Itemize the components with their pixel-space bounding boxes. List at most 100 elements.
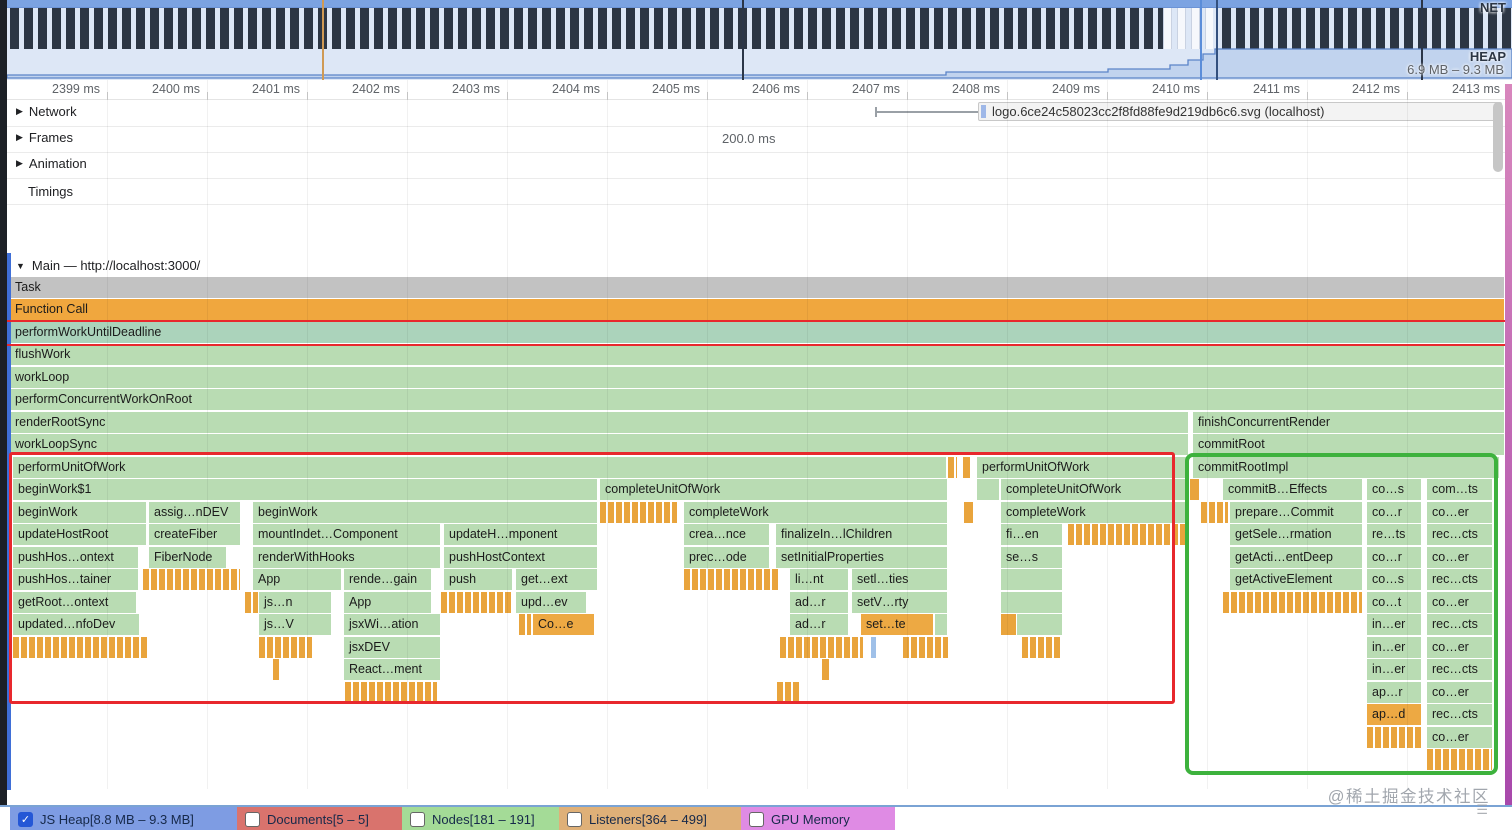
flame-block-prec-ode[interactable]: prec…ode [684, 547, 769, 568]
flame-block-in-er[interactable]: in…er [1367, 614, 1421, 635]
flame-activity-bars[interactable] [1427, 749, 1492, 770]
flame-block-co-er[interactable]: co…er [1427, 682, 1492, 703]
flame-block-js-v[interactable]: js…V [259, 614, 331, 635]
flame-activity-bars[interactable] [519, 614, 531, 635]
flame-block-crea-nce[interactable]: crea…nce [684, 524, 769, 545]
flame-block-jsxdev[interactable]: jsxDEV [344, 637, 440, 658]
flame-block-getsele-rmation[interactable]: getSele…rmation [1230, 524, 1362, 545]
flame-activity-bars[interactable] [963, 457, 970, 478]
flame-block-mountindet-component[interactable]: mountIndet…Component [253, 524, 440, 545]
flame-block-commitrootimpl[interactable]: commitRootImpl [1193, 457, 1499, 478]
flame-block-app[interactable]: App [344, 592, 431, 613]
vertical-scrollbar-thumb[interactable] [1493, 102, 1503, 172]
flame-block-li-nt[interactable]: li…nt [790, 569, 848, 590]
flame-activity-bars[interactable] [1022, 637, 1061, 658]
counter-checkbox[interactable] [245, 812, 260, 827]
flame-block-se-s[interactable]: se…s [1001, 547, 1062, 568]
flame-block-pushhos-tainer[interactable]: pushHos…tainer [13, 569, 138, 590]
flame-activity-bars[interactable] [1001, 614, 1016, 635]
flame-block-js-n[interactable]: js…n [259, 592, 331, 613]
collapse-arrow-icon[interactable]: ▼ [16, 260, 25, 271]
selection-handle-right[interactable] [1216, 0, 1218, 80]
flame-activity-bars[interactable] [780, 637, 863, 658]
flame-block-performconcurrentworkonroot[interactable]: performConcurrentWorkOnRoot [10, 389, 1504, 410]
flame-block-rende-gain[interactable]: rende…gain [344, 569, 431, 590]
flame-block-react-ment[interactable]: React…ment [344, 659, 440, 680]
flame-activity-bars[interactable] [1001, 569, 1062, 590]
flame-activity-bars[interactable] [822, 659, 829, 680]
flame-activity-bars[interactable] [684, 569, 778, 590]
flame-block-ap-d[interactable]: ap…d [1367, 704, 1421, 725]
flame-block-co-er[interactable]: co…er [1427, 547, 1492, 568]
flame-block-get-ext[interactable]: get…ext [516, 569, 597, 590]
flame-block-workloop[interactable]: workLoop [10, 367, 1504, 388]
flame-block-fi-en[interactable]: fi…en [1001, 524, 1062, 545]
flame-block-co-s[interactable]: co…s [1367, 569, 1421, 590]
flame-activity-bars[interactable] [1201, 502, 1228, 523]
flame-activity-bars[interactable] [1068, 524, 1186, 545]
flame-activity-bars[interactable] [1367, 727, 1421, 748]
flame-block-fibernode[interactable]: FiberNode [149, 547, 226, 568]
flame-activity-bars[interactable] [245, 592, 258, 613]
flame-activity-bars[interactable] [935, 614, 947, 635]
expand-arrow-icon[interactable]: ▶ [16, 132, 23, 142]
expand-arrow-icon[interactable]: ▶ [16, 158, 23, 168]
track-timings[interactable]: Timings [28, 184, 73, 199]
flame-block-rec-cts[interactable]: rec…cts [1427, 659, 1492, 680]
flame-activity-bars[interactable] [1223, 592, 1362, 613]
flame-block-setl-ties[interactable]: setl…ties [852, 569, 947, 590]
playhead-marker[interactable] [322, 0, 324, 80]
flame-activity-bars[interactable] [948, 457, 957, 478]
flame-block-function-call[interactable]: Function Call [10, 299, 1504, 320]
flame-block-rec-cts[interactable]: rec…cts [1427, 614, 1492, 635]
counter-checkbox[interactable] [410, 812, 425, 827]
expand-arrow-icon[interactable]: ▶ [16, 106, 23, 116]
flame-block-co-e[interactable]: Co…e [533, 614, 594, 635]
flame-activity-bars[interactable] [1017, 614, 1062, 635]
flame-block-getroot-ontext[interactable]: getRoot…ontext [13, 592, 136, 613]
main-track-header[interactable]: ▼ Main — http://localhost:3000/ [16, 258, 200, 273]
flame-block-updatehostroot[interactable]: updateHostRoot [13, 524, 146, 545]
flame-block-setinitialproperties[interactable]: setInitialProperties [776, 547, 947, 568]
flame-block-app[interactable]: App [253, 569, 341, 590]
flame-block-updateh-mponent[interactable]: updateH…mponent [444, 524, 597, 545]
flame-block-renderwithhooks[interactable]: renderWithHooks [253, 547, 440, 568]
flame-block-completework[interactable]: completeWork [1001, 502, 1188, 523]
flame-block-co-er[interactable]: co…er [1427, 592, 1492, 613]
flame-block-co-er[interactable]: co…er [1427, 502, 1492, 523]
flame-block-flushwork[interactable]: flushWork [10, 344, 1504, 365]
flame-block-in-er[interactable]: in…er [1367, 637, 1421, 658]
flame-block-updated-nfodev[interactable]: updated…nfoDev [13, 614, 139, 635]
flame-activity-bars[interactable] [1001, 592, 1062, 613]
flame-block-completeunitofwork[interactable]: completeUnitOfWork [1001, 479, 1188, 500]
flame-block-co-s[interactable]: co…s [1367, 479, 1421, 500]
flame-block-performworkuntildeadline[interactable]: performWorkUntilDeadline [10, 322, 1504, 343]
flame-block-workloopsync[interactable]: workLoopSync [10, 434, 1188, 455]
flame-block-jsxwi-ation[interactable]: jsxWi…ation [344, 614, 440, 635]
selection-handle-left[interactable] [1200, 0, 1202, 80]
flame-activity-bars[interactable] [964, 502, 973, 523]
track-network[interactable]: ▶ Network [16, 104, 77, 119]
flame-block-co-t[interactable]: co…t [1367, 592, 1421, 613]
flame-block-ap-r[interactable]: ap…r [1367, 682, 1421, 703]
flame-activity-bars[interactable] [259, 637, 312, 658]
flame-block-pushhos-ontext[interactable]: pushHos…ontext [13, 547, 138, 568]
counter-checkbox[interactable] [749, 812, 764, 827]
flame-block-push[interactable]: push [444, 569, 512, 590]
flame-block-pushhostcontext[interactable]: pushHostContext [444, 547, 597, 568]
flame-block-re-ts[interactable]: re…ts [1367, 524, 1421, 545]
track-frames[interactable]: ▶ Frames [16, 130, 73, 145]
flame-activity-bars[interactable] [273, 659, 279, 680]
flame-activity-bars[interactable] [13, 637, 148, 658]
flame-block-assig-ndev[interactable]: assig…nDEV [149, 502, 240, 523]
flame-block-finishconcurrentrender[interactable]: finishConcurrentRender [1193, 412, 1504, 433]
flame-block-co-r[interactable]: co…r [1367, 547, 1421, 568]
flame-block-completework[interactable]: completeWork [684, 502, 947, 523]
flame-block-beginwork$1[interactable]: beginWork$1 [13, 479, 597, 500]
flame-activity-bars[interactable] [977, 479, 999, 500]
flame-activity-bars[interactable] [441, 592, 512, 613]
track-animation[interactable]: ▶ Animation [16, 156, 87, 171]
flame-block-co-er[interactable]: co…er [1427, 637, 1492, 658]
flame-activity-bars[interactable] [903, 637, 948, 658]
flame-block-commitb-effects[interactable]: commitB…Effects [1223, 479, 1362, 500]
